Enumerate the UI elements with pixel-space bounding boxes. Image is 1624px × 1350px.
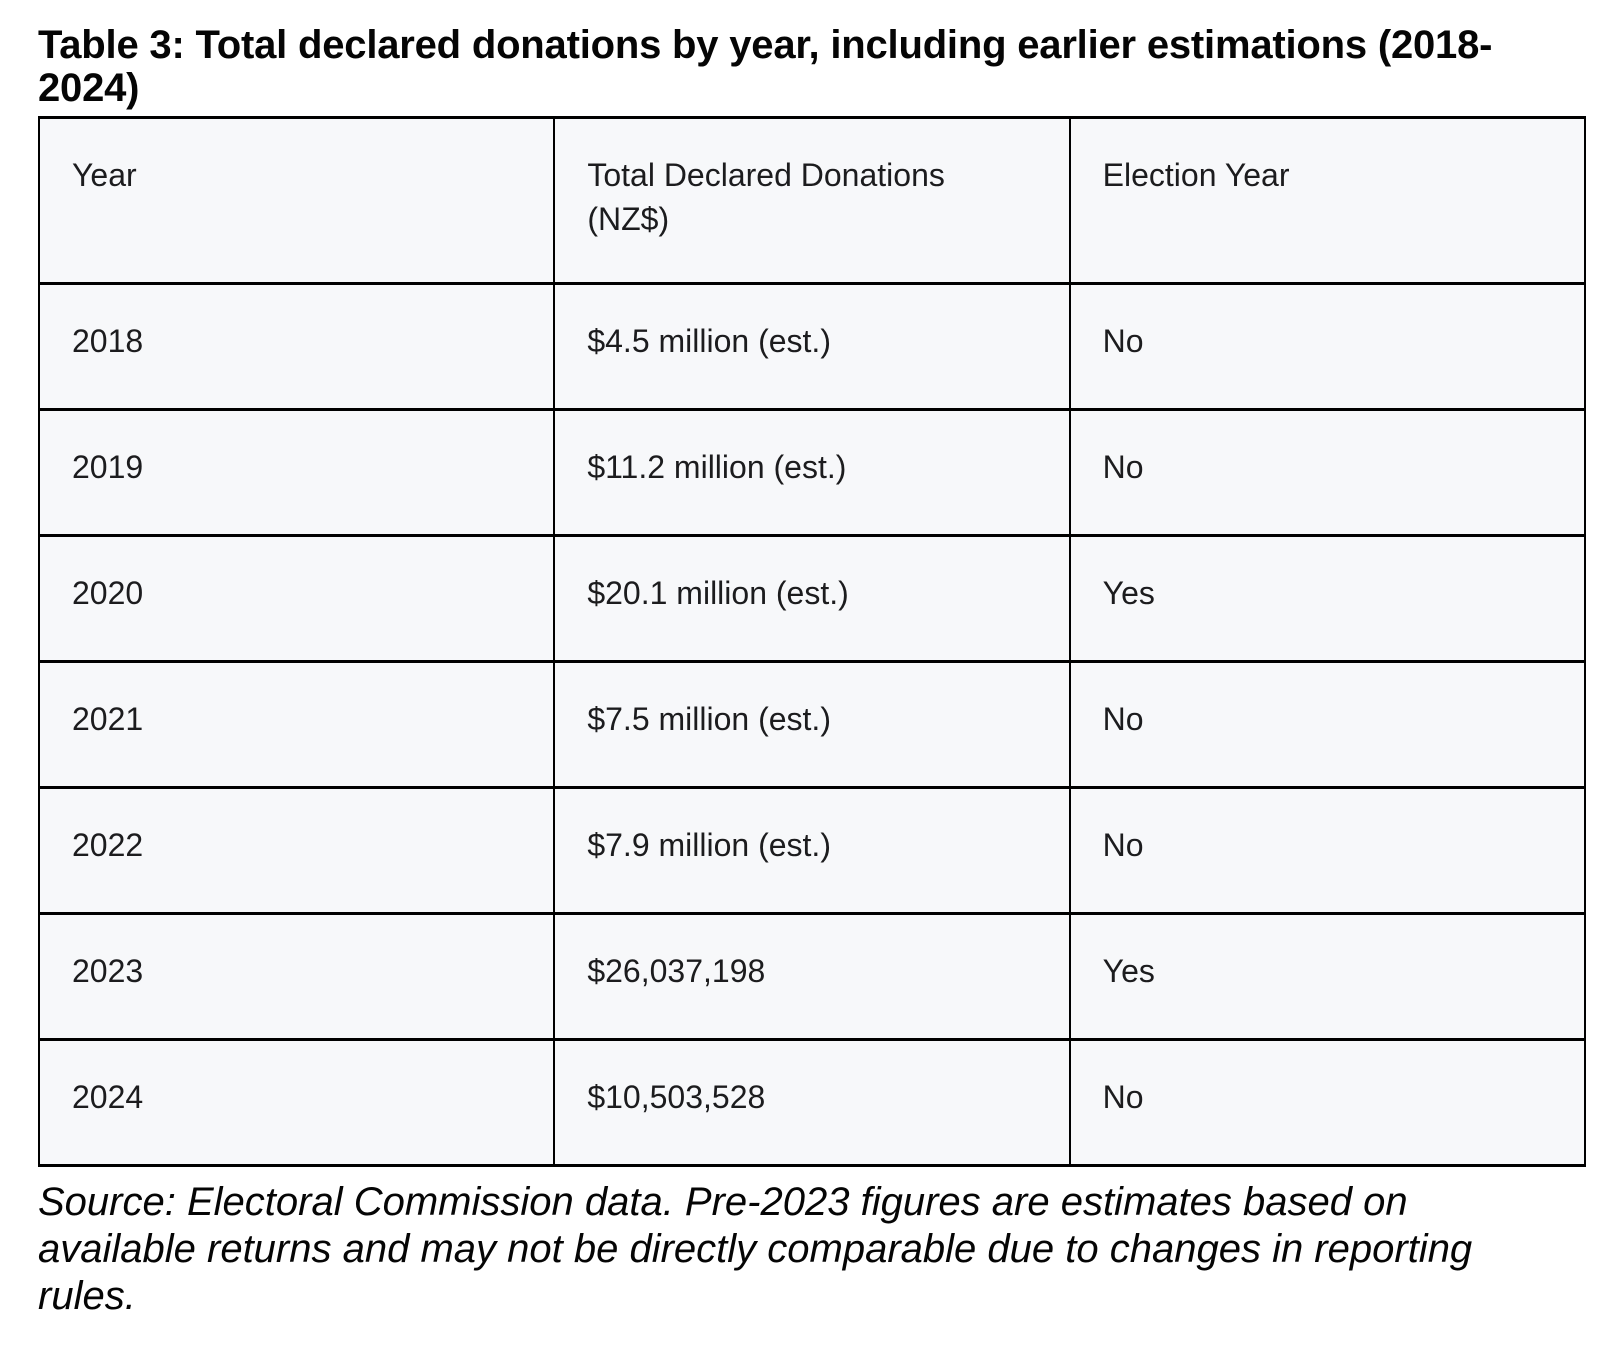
column-header-election-year: Election Year (1068, 116, 1587, 286)
header-row: Year Total Declared Donations (NZ$) Elec… (37, 116, 1587, 286)
cell-election-year: No (1068, 282, 1587, 412)
table-row: 2022 $7.9 million (est.) No (37, 786, 1587, 916)
column-header-label: Total Declared Donations (587, 157, 945, 194)
cell-year: 2023 (37, 912, 556, 1042)
table-body: 2018 $4.5 million (est.) No 2019 $11.2 m… (37, 282, 1587, 1168)
column-header-subline: (NZ$) (587, 201, 670, 238)
cell-donations: $4.5 million (est.) (553, 282, 1071, 412)
column-header-year: Year (37, 116, 556, 286)
cell-election-year: No (1068, 786, 1587, 916)
cell-year: 2021 (37, 660, 556, 790)
cell-donations: $26,037,198 (553, 912, 1071, 1042)
table-row: 2024 $10,503,528 No (37, 1038, 1587, 1168)
cell-year: 2019 (37, 408, 556, 538)
donations-table: Year Total Declared Donations (NZ$) Elec… (37, 116, 1587, 1168)
cell-election-year: Yes (1068, 534, 1587, 664)
cell-election-year: Yes (1068, 912, 1587, 1042)
column-header-label: Election Year (1102, 157, 1290, 194)
table-row: 2023 $26,037,198 Yes (37, 912, 1587, 1042)
column-header-donations: Total Declared Donations (NZ$) (553, 116, 1071, 286)
table-row: 2021 $7.5 million (est.) No (37, 660, 1587, 790)
table-header: Year Total Declared Donations (NZ$) Elec… (37, 116, 1587, 286)
cell-donations: $7.5 million (est.) (553, 660, 1071, 790)
cell-donations: $7.9 million (est.) (553, 786, 1071, 916)
cell-election-year: No (1068, 1038, 1587, 1168)
cell-donations: $10,503,528 (553, 1038, 1071, 1168)
table-row: 2018 $4.5 million (est.) No (37, 282, 1587, 412)
column-header-label: Year (72, 157, 137, 194)
cell-election-year: No (1068, 660, 1587, 790)
cell-donations: $20.1 million (est.) (553, 534, 1071, 664)
table-title: Table 3: Total declared donations by yea… (38, 23, 1493, 111)
cell-year: 2024 (37, 1038, 556, 1168)
table-row: 2020 $20.1 million (est.) Yes (37, 534, 1587, 664)
cell-year: 2020 (37, 534, 556, 664)
cell-year: 2022 (37, 786, 556, 916)
source-note: Source: Electoral Commission data. Pre-2… (38, 1180, 1473, 1319)
cell-donations: $11.2 million (est.) (553, 408, 1071, 538)
cell-election-year: No (1068, 408, 1587, 538)
table-row: 2019 $11.2 million (est.) No (37, 408, 1587, 538)
cell-year: 2018 (37, 282, 556, 412)
